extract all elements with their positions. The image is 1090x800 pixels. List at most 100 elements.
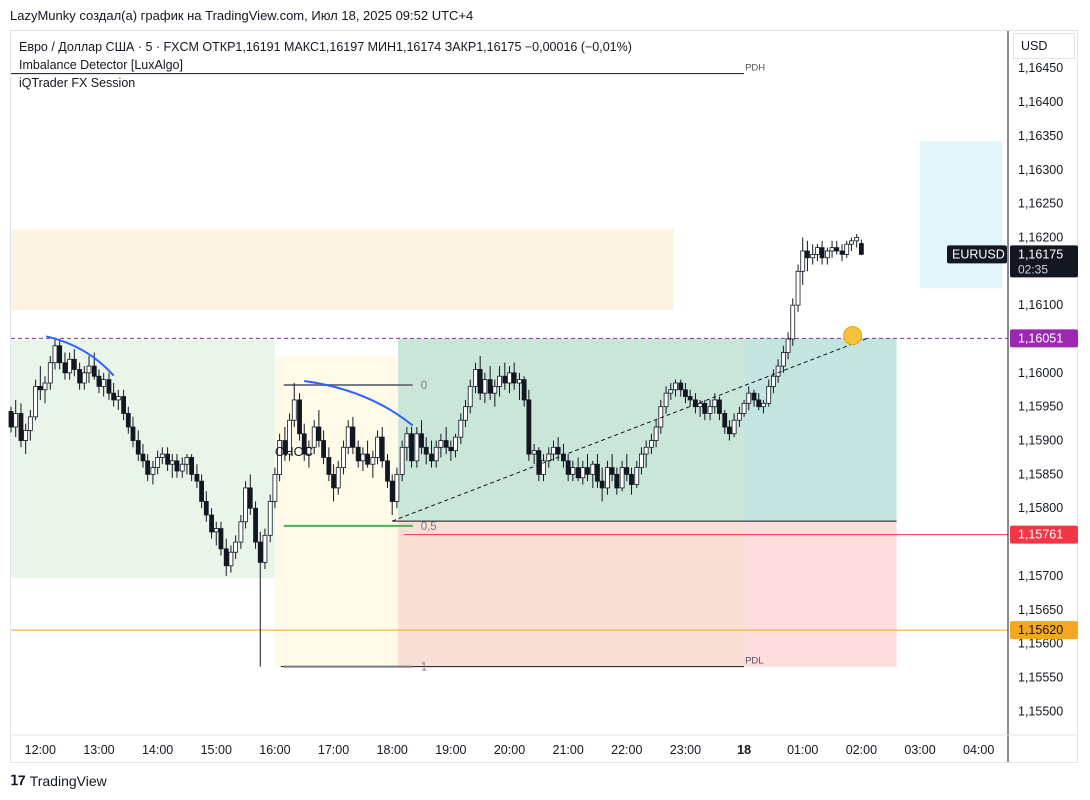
candle-up bbox=[42, 382, 48, 391]
candle-up bbox=[795, 270, 801, 306]
candle-up bbox=[634, 467, 640, 485]
y-tick-label: 1,16400 bbox=[1018, 95, 1063, 109]
tradingview-brand: TradingView bbox=[29, 772, 107, 789]
candle-up bbox=[473, 369, 478, 387]
candle-up bbox=[233, 541, 239, 553]
candle-down bbox=[624, 467, 630, 475]
candle-down bbox=[223, 548, 229, 567]
candle-up bbox=[27, 416, 33, 431]
candle-down bbox=[409, 433, 414, 462]
candle-up bbox=[849, 240, 854, 245]
candle-down bbox=[423, 446, 429, 455]
trend-dashed-line bbox=[392, 337, 868, 522]
candle-up bbox=[399, 446, 405, 475]
candle-up bbox=[67, 358, 73, 374]
zones-layer bbox=[11, 141, 1003, 667]
currency-button[interactable]: USD bbox=[1013, 33, 1075, 59]
price-label-box bbox=[1010, 245, 1078, 278]
candle-down bbox=[140, 453, 146, 462]
price-label-box bbox=[1010, 621, 1078, 640]
candle-up bbox=[697, 402, 703, 408]
x-tick-label: 17:00 bbox=[318, 743, 349, 757]
price-label-box bbox=[1010, 329, 1078, 348]
candle-down bbox=[121, 396, 127, 414]
candle-down bbox=[565, 460, 571, 475]
candle-up bbox=[228, 551, 234, 567]
x-tick-label: 14:00 bbox=[142, 743, 173, 757]
candle-down bbox=[135, 440, 141, 455]
indicator-imbalance-detector[interactable]: Imbalance Detector [LuxAlgo] bbox=[19, 58, 183, 72]
axis-layer: 1,16450 1,16400 1,16350 1,16300 1,16250 1,162… bbox=[11, 31, 1078, 762]
indicator-fx-session[interactable]: iQTrader FX Session bbox=[19, 76, 136, 90]
tradingview-logo[interactable]: 𝟣7 TradingView bbox=[10, 772, 107, 789]
y-tick-label: 1,16250 bbox=[1018, 197, 1063, 211]
candle-up bbox=[824, 250, 830, 259]
candle-up bbox=[433, 446, 439, 462]
candle-down bbox=[203, 501, 209, 516]
level-label-pdl: PDL bbox=[745, 656, 763, 667]
candle-down bbox=[253, 507, 258, 543]
candle-up bbox=[277, 440, 283, 475]
candle-down bbox=[326, 457, 332, 475]
x-tick-label: 16:00 bbox=[259, 743, 290, 757]
candle-down bbox=[561, 453, 566, 462]
target-box bbox=[920, 141, 1003, 289]
candle-up bbox=[643, 446, 649, 455]
candle-down bbox=[111, 392, 117, 401]
price-label-countdown: 02:35 bbox=[1018, 262, 1048, 276]
candle-up bbox=[458, 419, 464, 438]
candle-down bbox=[727, 426, 732, 435]
money-icon bbox=[843, 326, 863, 346]
y-tick-label: 1,16300 bbox=[1018, 163, 1063, 177]
candle-up bbox=[619, 467, 625, 489]
candle-up bbox=[463, 406, 468, 421]
candle-up bbox=[492, 385, 498, 394]
candle-up bbox=[707, 406, 713, 414]
candles-layer bbox=[8, 234, 864, 667]
candle-up bbox=[541, 460, 546, 475]
candle-up bbox=[649, 440, 654, 448]
candle-down bbox=[683, 389, 688, 397]
candle-down bbox=[702, 402, 708, 414]
y-tick-label: 1,16350 bbox=[1018, 129, 1063, 143]
candle-up bbox=[243, 487, 248, 523]
fib-label: 0,5 bbox=[421, 521, 437, 533]
swing-arc bbox=[304, 379, 414, 427]
candle-down bbox=[282, 440, 288, 455]
candle-down bbox=[355, 446, 361, 462]
price-label-text: 1,16175 bbox=[1018, 247, 1063, 261]
candle-down bbox=[165, 453, 170, 465]
y-tick-label: 1,16100 bbox=[1018, 298, 1063, 312]
candle-up bbox=[790, 304, 796, 340]
price-label-text: 1,15761 bbox=[1018, 528, 1063, 542]
candle-up bbox=[262, 534, 268, 563]
reward-extension bbox=[744, 338, 897, 522]
candle-up bbox=[33, 385, 39, 418]
x-tick-label: 22:00 bbox=[611, 743, 642, 757]
x-tick-label: 21:00 bbox=[553, 743, 584, 757]
candle-down bbox=[130, 426, 136, 441]
y-tick-label: 1,15650 bbox=[1018, 603, 1063, 617]
level-label-pdh: PDH bbox=[745, 63, 765, 74]
candle-up bbox=[517, 379, 522, 384]
candle-down bbox=[521, 379, 527, 401]
candle-up bbox=[482, 379, 488, 394]
candle-down bbox=[37, 385, 43, 391]
candle-down bbox=[194, 473, 200, 482]
supply-zone bbox=[11, 229, 674, 310]
x-tick-label: 03:00 bbox=[904, 743, 935, 757]
fib-label: 1 bbox=[421, 662, 427, 674]
price-label-box bbox=[1010, 525, 1078, 544]
candle-down bbox=[257, 541, 263, 563]
symbol-ohlc-line[interactable]: Евро / Доллар США · 5 · FXCM ОТКР1,16191… bbox=[19, 40, 632, 54]
candle-down bbox=[419, 433, 424, 448]
candle-down bbox=[585, 467, 590, 475]
candle-up bbox=[291, 399, 297, 421]
candle-down bbox=[62, 362, 68, 374]
candle-up bbox=[341, 446, 346, 469]
candle-down bbox=[321, 440, 326, 458]
candle-up bbox=[272, 473, 278, 502]
candle-up bbox=[810, 253, 816, 259]
y-tick-label: 1,16000 bbox=[1018, 366, 1063, 380]
